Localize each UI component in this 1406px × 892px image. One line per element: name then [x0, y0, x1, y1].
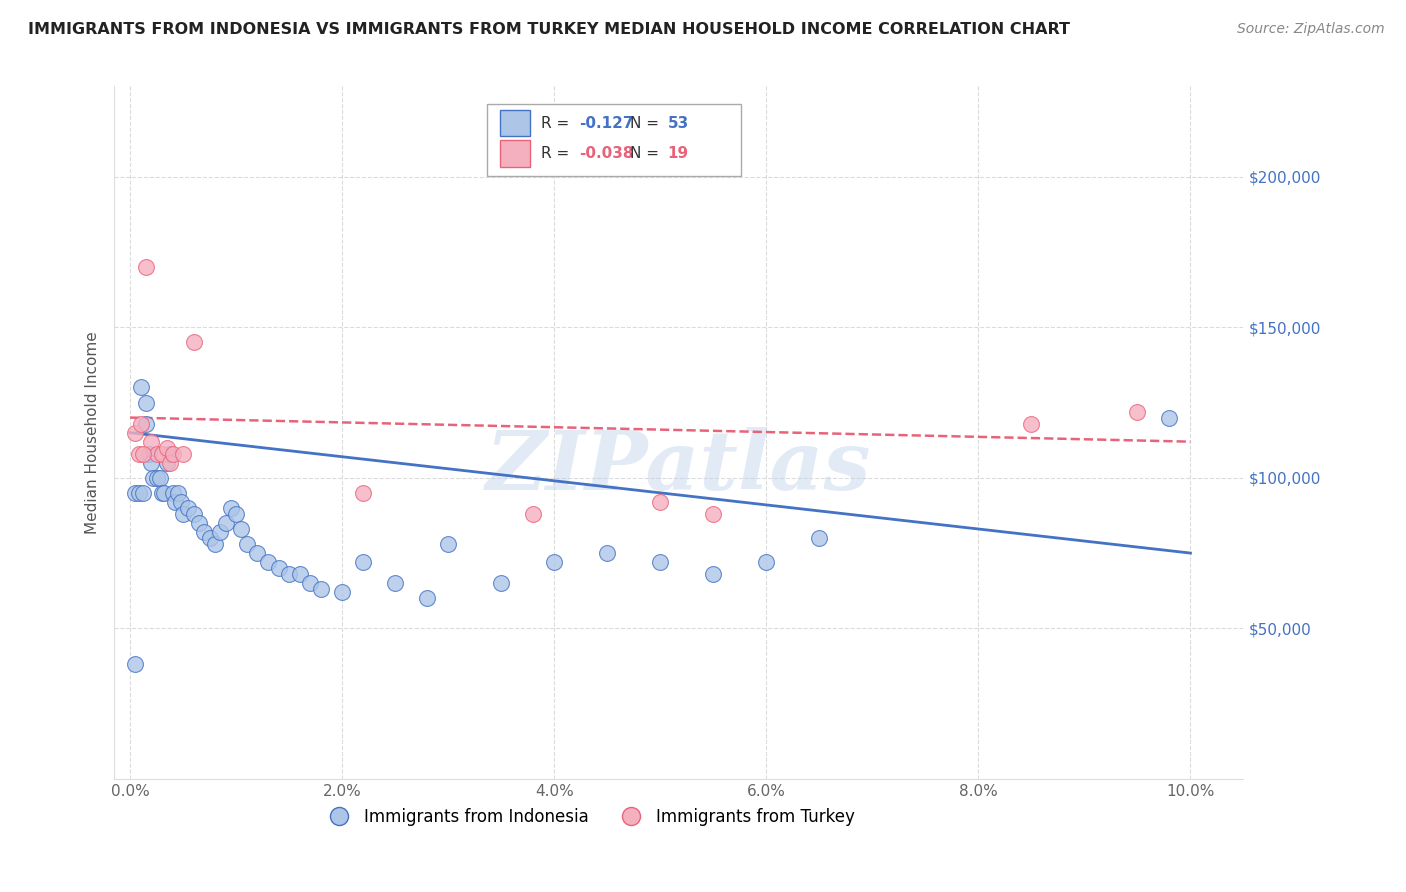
- Point: [153, 486, 176, 500]
- Legend: Immigrants from Indonesia, Immigrants from Turkey: Immigrants from Indonesia, Immigrants fr…: [316, 802, 860, 833]
- Text: IMMIGRANTS FROM INDONESIA VS IMMIGRANTS FROM TURKEY MEDIAN HOUSEHOLD INCOME CORR: IMMIGRANTS FROM INDONESIA VS IMMIGRANTS …: [28, 22, 1070, 37]
- Point: [543, 555, 565, 569]
- Point: [489, 576, 512, 591]
- Text: 53: 53: [668, 116, 689, 130]
- Point: [246, 546, 269, 560]
- Point: [128, 447, 150, 461]
- Point: [124, 486, 146, 500]
- Point: [128, 486, 150, 500]
- Point: [231, 522, 253, 536]
- Point: [267, 561, 290, 575]
- Point: [416, 591, 439, 606]
- Point: [162, 486, 184, 500]
- Point: [204, 537, 226, 551]
- Point: [162, 447, 184, 461]
- Point: [135, 260, 157, 274]
- Point: [384, 576, 406, 591]
- Point: [209, 524, 232, 539]
- Point: [142, 471, 165, 485]
- Text: R =: R =: [541, 116, 574, 130]
- Point: [330, 585, 353, 599]
- Point: [808, 531, 831, 545]
- Text: ZIPatlas: ZIPatlas: [486, 427, 872, 508]
- Text: N =: N =: [630, 146, 664, 161]
- Point: [132, 486, 155, 500]
- Point: [170, 495, 193, 509]
- Point: [138, 447, 160, 461]
- Point: [135, 395, 157, 409]
- Point: [156, 456, 179, 470]
- Point: [149, 471, 172, 485]
- Point: [124, 657, 146, 672]
- Point: [183, 335, 205, 350]
- Point: [1159, 410, 1181, 425]
- Y-axis label: Median Household Income: Median Household Income: [86, 331, 100, 534]
- Text: Source: ZipAtlas.com: Source: ZipAtlas.com: [1237, 22, 1385, 37]
- Bar: [486, 103, 741, 177]
- Point: [235, 537, 257, 551]
- Point: [141, 434, 163, 449]
- Point: [198, 531, 221, 545]
- Point: [172, 507, 194, 521]
- Point: [219, 500, 242, 515]
- Point: [702, 567, 724, 582]
- Point: [135, 417, 157, 431]
- Text: R =: R =: [541, 146, 574, 161]
- Point: [132, 447, 155, 461]
- Point: [150, 447, 173, 461]
- Point: [193, 524, 215, 539]
- Text: -0.038: -0.038: [579, 146, 634, 161]
- Point: [129, 380, 152, 394]
- Point: [650, 495, 672, 509]
- Point: [145, 447, 167, 461]
- Point: [522, 507, 544, 521]
- Bar: [501, 140, 530, 167]
- Text: 19: 19: [668, 146, 689, 161]
- Point: [188, 516, 211, 530]
- Point: [352, 555, 374, 569]
- Point: [437, 537, 460, 551]
- Point: [150, 486, 173, 500]
- Text: N =: N =: [630, 116, 664, 130]
- Point: [163, 495, 186, 509]
- Point: [257, 555, 280, 569]
- Point: [650, 555, 672, 569]
- Point: [172, 447, 194, 461]
- Point: [156, 441, 179, 455]
- Point: [1126, 404, 1149, 418]
- Bar: [501, 110, 530, 136]
- Point: [145, 471, 167, 485]
- Point: [1021, 417, 1043, 431]
- Text: -0.127: -0.127: [579, 116, 634, 130]
- Point: [166, 486, 188, 500]
- Point: [309, 582, 332, 597]
- Point: [352, 486, 374, 500]
- Point: [129, 417, 152, 431]
- Point: [288, 567, 311, 582]
- Point: [299, 576, 322, 591]
- Point: [159, 456, 181, 470]
- Point: [214, 516, 236, 530]
- Point: [225, 507, 247, 521]
- Point: [177, 500, 200, 515]
- Point: [159, 447, 181, 461]
- Point: [183, 507, 205, 521]
- Point: [755, 555, 778, 569]
- Point: [141, 456, 163, 470]
- Point: [702, 507, 724, 521]
- Point: [278, 567, 301, 582]
- Point: [596, 546, 619, 560]
- Point: [124, 425, 146, 440]
